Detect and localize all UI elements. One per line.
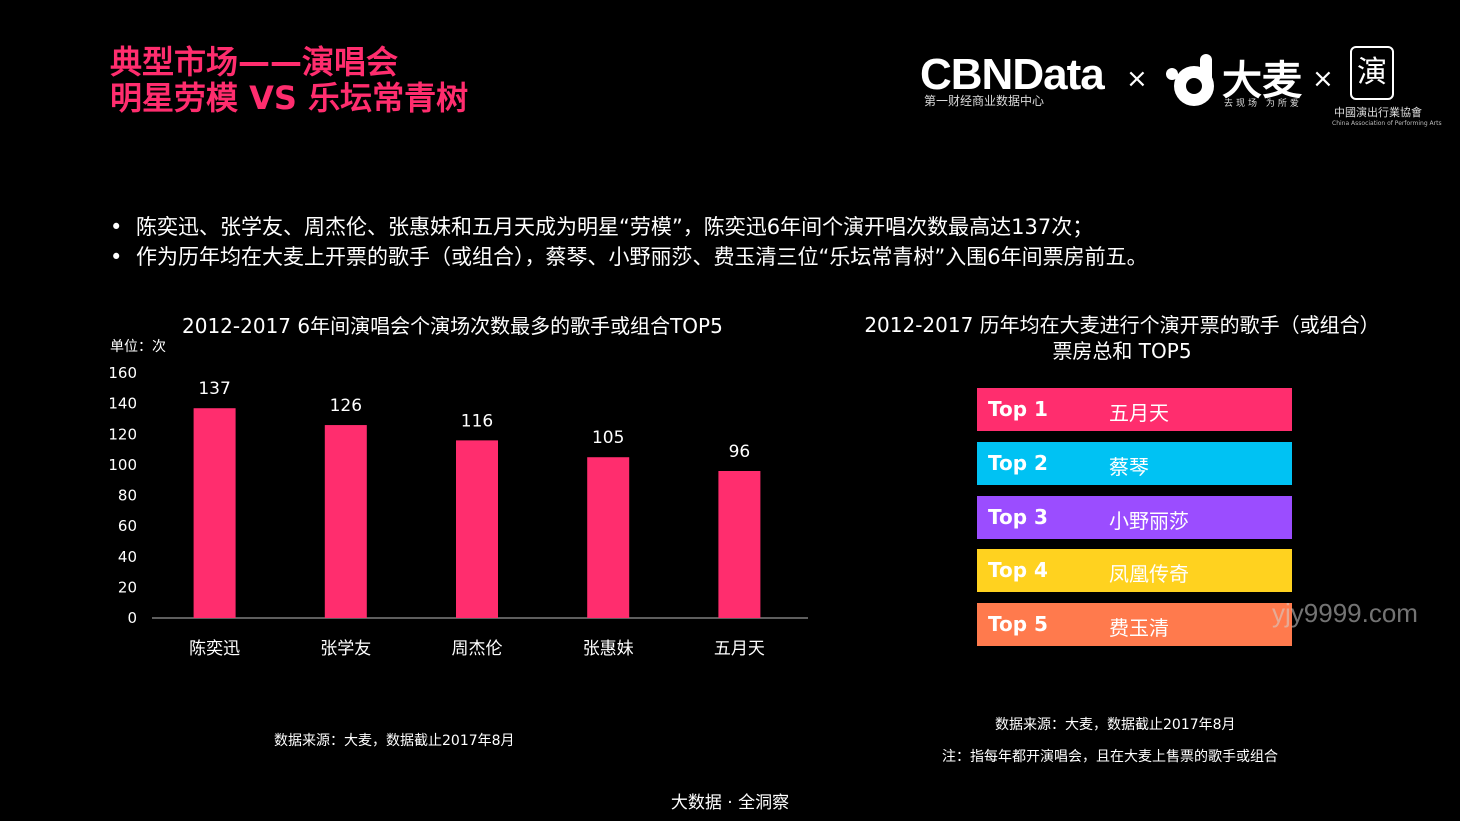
y-tick-label: 140 — [108, 395, 137, 413]
y-tick-label: 80 — [118, 487, 137, 505]
rank-artist: 费玉清 — [1109, 616, 1169, 640]
bar-chart-title: 2012-2017 6年间演唱会个演场次数最多的歌手或组合TOP5 — [182, 314, 723, 338]
ranking-source: 数据来源：大麦，数据截止2017年8月 — [995, 717, 1236, 733]
rank-row-5: Top 5 费玉清 — [977, 603, 1292, 646]
footer-slogan: 大数据 · 全洞察 — [670, 793, 790, 813]
y-tick-label: 40 — [118, 548, 137, 566]
title-line-2: 明星劳模 VS 乐坛常青树 — [110, 79, 469, 117]
bar-value-label: 116 — [461, 411, 493, 431]
bullet-dot: • — [110, 245, 123, 269]
logo-bar: CBNData 第一财经商业数据中心 × 大麦 去现场 为所爱 × 演 中國演出… — [920, 42, 1442, 132]
bullet-dot: • — [110, 215, 123, 239]
y-tick-label: 60 — [118, 517, 137, 535]
bullet-item: • 作为历年均在大麦上开票的歌手（或组合），蔡琴、小野丽莎、费玉清三位“乐坛常青树… — [110, 242, 1148, 272]
x-tick-label: 陈奕迅 — [189, 639, 240, 659]
bar-value-label: 105 — [592, 428, 624, 448]
y-tick-label: 160 — [108, 364, 137, 382]
ranking-title-line-1: 2012-2017 历年均在大麦进行个演开票的歌手（或组合） — [864, 313, 1380, 337]
watermark: yjy9999.com — [1272, 598, 1418, 628]
rank-artist: 蔡琴 — [1109, 455, 1149, 479]
rank-row-3: Top 3 小野丽莎 — [977, 496, 1292, 539]
cbndata-logo: CBNData — [920, 50, 1105, 99]
bar — [456, 440, 498, 618]
bullet-text: 作为历年均在大麦上开票的歌手（或组合），蔡琴、小野丽莎、费玉清三位“乐坛常青树”… — [136, 245, 1148, 269]
bar — [587, 457, 630, 618]
ranking-title-line-2: 票房总和 TOP5 — [1052, 339, 1192, 363]
bullet-list: • 陈奕迅、张学友、周杰伦、张惠妹和五月天成为明星“劳模”，陈奕迅6年间个演开唱次… — [110, 212, 1148, 272]
bar-chart: 0 20 40 60 80 100 120 140 160 137 陈奕迅 126 张学友 116 周杰伦 1… — [108, 364, 808, 659]
bar-value-label: 126 — [330, 396, 362, 416]
ranking-note: 注：指每年都开演唱会，且在大麦上售票的歌手或组合 — [942, 749, 1278, 765]
x-tick-label: 五月天 — [714, 639, 765, 659]
rank-artist: 五月天 — [1109, 401, 1169, 425]
association-seal-icon: 演 — [1350, 46, 1394, 100]
ranking-title: 2012-2017 历年均在大麦进行个演开票的歌手（或组合） 票房总和 TOP5 — [852, 312, 1392, 364]
chart-source: 数据来源：大麦，数据截止2017年8月 — [274, 733, 515, 749]
y-tick-label: 20 — [118, 578, 137, 596]
y-tick-label: 0 — [127, 609, 137, 627]
rank-label: Top 4 — [988, 558, 1048, 582]
rank-label: Top 1 — [988, 397, 1048, 421]
times-icon: × — [1126, 64, 1148, 94]
damai-subtitle: 去现场 为所爱 — [1224, 99, 1302, 109]
cbndata-subtitle: 第一财经商业数据中心 — [924, 94, 1045, 108]
damai-logo: 大麦 — [1222, 58, 1302, 104]
bar — [324, 425, 367, 618]
rank-artist: 凤凰传奇 — [1109, 562, 1189, 586]
bullet-text: 陈奕迅、张学友、周杰伦、张惠妹和五月天成为明星“劳模”，陈奕迅6年间个演开唱次数… — [136, 215, 1094, 239]
bar-value-label: 96 — [729, 442, 751, 462]
title-line-1: 典型市场——演唱会 — [110, 43, 399, 81]
bar-value-label: 137 — [198, 379, 230, 399]
rank-label: Top 2 — [988, 451, 1048, 475]
y-tick-label: 100 — [108, 456, 137, 474]
rank-row-2: Top 2 蔡琴 — [977, 442, 1292, 485]
rank-row-4: Top 4 凤凰传奇 — [977, 549, 1292, 592]
rank-artist: 小野丽莎 — [1109, 509, 1189, 533]
association-name: 中國演出行業協會 — [1334, 106, 1422, 119]
association-name-en: China Association of Performing Arts — [1332, 120, 1442, 127]
rank-row-1: Top 1 五月天 — [977, 388, 1292, 431]
bar — [718, 471, 761, 618]
times-icon: × — [1312, 64, 1334, 94]
damai-mark-icon — [1166, 54, 1214, 106]
bullet-item: • 陈奕迅、张学友、周杰伦、张惠妹和五月天成为明星“劳模”，陈奕迅6年间个演开唱次… — [110, 212, 1148, 242]
y-axis-unit: 单位：次 — [110, 339, 166, 355]
x-tick-label: 张学友 — [320, 639, 371, 659]
y-tick-label: 120 — [108, 425, 137, 443]
x-tick-label: 张惠妹 — [583, 639, 634, 659]
page-title: 典型市场——演唱会 明星劳模 VS 乐坛常青树 — [110, 44, 468, 116]
bar — [193, 408, 236, 618]
rank-label: Top 3 — [988, 505, 1048, 529]
x-tick-label: 周杰伦 — [452, 639, 503, 659]
rank-label: Top 5 — [988, 612, 1048, 636]
